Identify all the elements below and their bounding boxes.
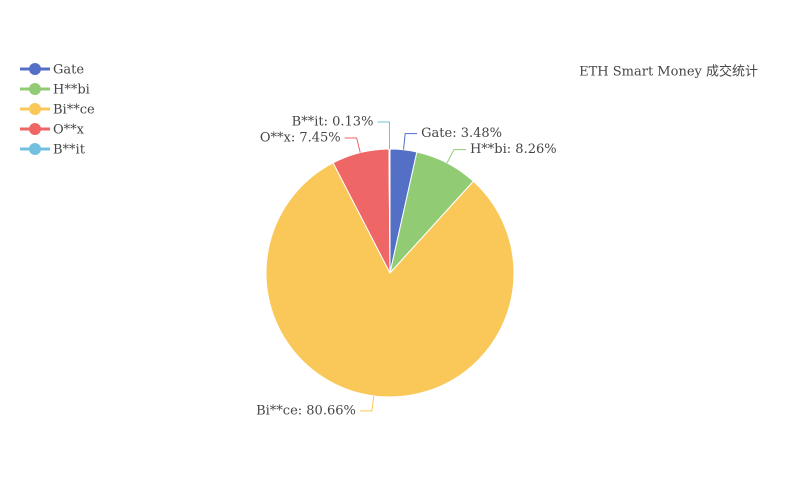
legend-label: Gate [53,63,84,78]
legend-icon [29,83,41,95]
legend-label: O**x [53,123,85,138]
legend-icon [29,103,41,115]
legend-icon [29,123,41,135]
data-label: Bi**ce: 80.66% [256,403,356,418]
legend-label: B**it [53,143,86,158]
data-label: O**x: 7.45% [260,131,341,146]
label-line [377,121,390,150]
legend-icon [29,143,41,155]
data-label: B**it: 0.13% [292,115,374,130]
data-label: Gate: 3.48% [421,126,502,141]
label-line [359,395,375,412]
legend-icon [29,63,41,75]
label-line [446,149,466,164]
legend-label: H**bi [53,83,90,98]
legend-label: Bi**ce [53,103,95,118]
label-line [344,137,361,153]
data-label: H**bi: 8.26% [470,142,557,157]
chart-title: ETH Smart Money 成交统计 [579,64,758,80]
label-line [403,133,418,150]
